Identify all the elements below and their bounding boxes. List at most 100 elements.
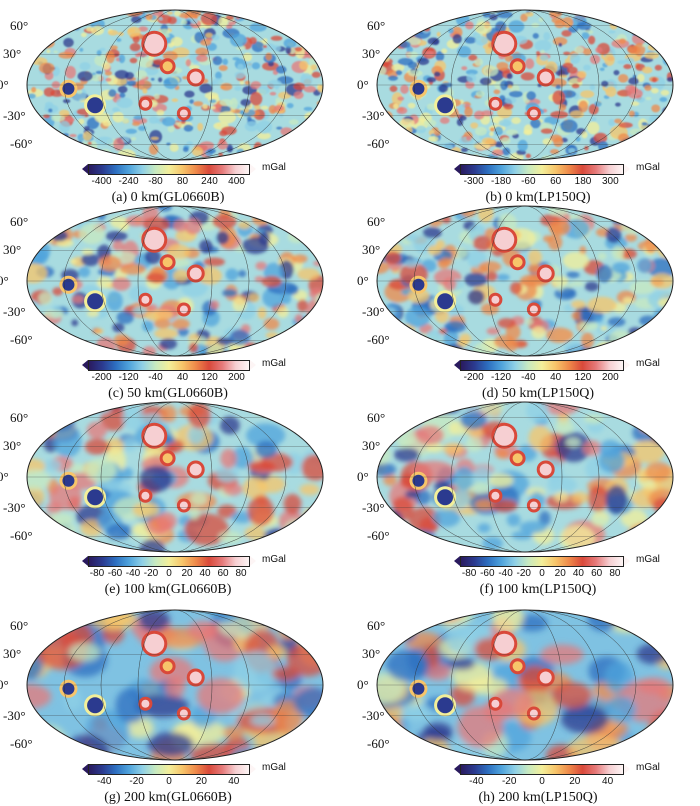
anomaly-patch bbox=[647, 152, 655, 159]
anomaly-patch bbox=[642, 33, 649, 40]
anomaly-patch bbox=[277, 306, 289, 318]
latitude-label: 0° bbox=[0, 677, 9, 692]
anomaly-patch bbox=[625, 233, 638, 242]
anomaly-patch bbox=[27, 150, 30, 156]
anomaly-patch bbox=[665, 41, 673, 48]
anomaly-patch bbox=[410, 530, 436, 545]
anomaly-patch bbox=[206, 344, 225, 356]
anomaly-patch bbox=[260, 105, 269, 110]
latitude-label: 0° bbox=[357, 77, 369, 92]
anomaly-patch bbox=[36, 31, 46, 38]
anomaly-patch bbox=[220, 448, 237, 469]
anomaly-patch bbox=[42, 459, 62, 472]
anomaly-patch bbox=[286, 103, 294, 109]
colorbar-max-arrow bbox=[624, 164, 630, 174]
mascon-core bbox=[539, 463, 552, 476]
anomaly-patch bbox=[639, 10, 650, 18]
anomaly-patch bbox=[605, 227, 622, 243]
anomaly-patch bbox=[399, 118, 415, 128]
anomaly-patch bbox=[173, 10, 181, 17]
anomaly-patch bbox=[27, 469, 51, 491]
latitude-label: 30° bbox=[362, 242, 381, 258]
anomaly-patch bbox=[660, 89, 670, 96]
anomaly-patch bbox=[633, 16, 645, 29]
anomaly-patch bbox=[377, 402, 394, 410]
anomaly-patch bbox=[296, 319, 318, 341]
anomaly-patch bbox=[644, 236, 658, 254]
anomaly-patch bbox=[31, 541, 62, 552]
anomaly-patch bbox=[53, 138, 59, 143]
anomaly-patch bbox=[637, 151, 655, 160]
anomaly-patch bbox=[207, 148, 216, 154]
anomaly-patch bbox=[299, 151, 311, 159]
anomaly-patch bbox=[411, 157, 417, 160]
anomaly-patch bbox=[615, 102, 621, 107]
unit-label: mGal bbox=[262, 162, 286, 173]
anomaly-patch bbox=[139, 465, 173, 493]
anomaly-patch bbox=[561, 30, 572, 37]
anomaly-patch bbox=[609, 16, 619, 22]
anomaly-patch bbox=[285, 519, 308, 536]
anomaly-patch bbox=[388, 206, 412, 226]
anomaly-patch bbox=[623, 64, 632, 70]
anomaly-patch bbox=[188, 402, 211, 429]
colorbar-tick-label: -300 bbox=[463, 176, 484, 187]
anomaly-patch bbox=[662, 105, 673, 117]
anomaly-patch bbox=[69, 258, 77, 265]
anomaly-patch bbox=[417, 57, 430, 66]
anomaly-patch bbox=[274, 104, 285, 112]
anomaly-patch bbox=[234, 71, 245, 79]
anomaly-patch bbox=[163, 77, 179, 90]
anomaly-patch bbox=[27, 108, 33, 113]
colorbar bbox=[460, 164, 624, 175]
anomaly-patch bbox=[500, 137, 511, 145]
anomaly-patch bbox=[635, 131, 651, 139]
anomaly-patch bbox=[410, 345, 419, 355]
anomaly-patch bbox=[526, 91, 536, 101]
anomaly-patch bbox=[511, 531, 533, 540]
anomaly-patch bbox=[434, 71, 441, 77]
anomaly-patch bbox=[490, 499, 518, 513]
anomaly-patch bbox=[629, 208, 641, 217]
anomaly-patch bbox=[377, 462, 397, 477]
anomaly-patch bbox=[426, 13, 443, 22]
anomaly-patch bbox=[432, 39, 440, 46]
anomaly-patch bbox=[38, 416, 62, 429]
anomaly-patch bbox=[46, 22, 59, 32]
anomaly-patch bbox=[658, 207, 673, 221]
anomaly-patch bbox=[166, 142, 171, 146]
anomaly-patch bbox=[296, 343, 323, 356]
anomaly-patch bbox=[642, 44, 647, 47]
anomaly-patch bbox=[540, 128, 553, 134]
anomaly-patch bbox=[212, 103, 222, 113]
anomaly-patch bbox=[439, 117, 450, 124]
anomaly-patch bbox=[638, 216, 658, 230]
anomaly-patch bbox=[200, 12, 218, 26]
mascon-core bbox=[512, 661, 523, 672]
anomaly-patch bbox=[33, 133, 37, 137]
anomaly-patch bbox=[193, 101, 204, 107]
anomaly-patch bbox=[466, 73, 477, 83]
anomaly-patch bbox=[254, 10, 266, 21]
anomaly-patch bbox=[57, 26, 67, 35]
anomaly-patch bbox=[423, 722, 453, 741]
anomaly-patch bbox=[468, 54, 478, 61]
latitude-label: 30° bbox=[3, 438, 22, 454]
anomaly-patch bbox=[186, 141, 194, 147]
map-outline bbox=[26, 401, 324, 553]
colorbar-tick-label: 0 bbox=[539, 776, 545, 787]
anomaly-patch bbox=[301, 454, 323, 481]
anomaly-patch bbox=[233, 651, 278, 692]
mascon-core bbox=[412, 474, 425, 487]
colorbar-tick-label: -20 bbox=[516, 568, 531, 579]
anomaly-patch bbox=[464, 36, 477, 44]
anomaly-patch bbox=[250, 402, 278, 416]
anomaly-patch bbox=[244, 121, 259, 132]
anomaly-patch bbox=[212, 56, 223, 66]
anomaly-patch bbox=[182, 146, 189, 153]
mascon-core bbox=[162, 61, 173, 72]
anomaly-patch bbox=[560, 119, 578, 133]
anomaly-patch bbox=[664, 35, 673, 42]
anomaly-patch bbox=[651, 77, 657, 83]
anomaly-patch bbox=[171, 318, 190, 330]
